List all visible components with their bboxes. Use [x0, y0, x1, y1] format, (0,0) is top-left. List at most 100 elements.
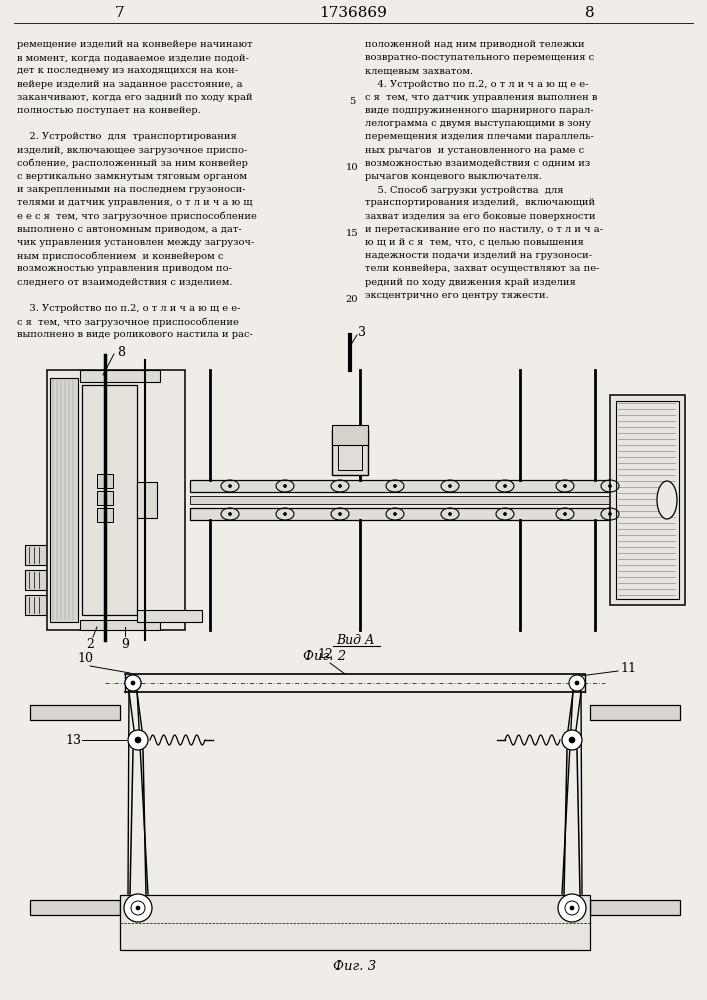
Text: 13: 13 — [65, 734, 81, 746]
Text: 1736869: 1736869 — [319, 6, 387, 20]
Text: 3. Устройство по п.2, о т л и ч а ю щ е е-: 3. Устройство по п.2, о т л и ч а ю щ е … — [17, 304, 240, 313]
Circle shape — [558, 894, 586, 922]
Text: 12: 12 — [317, 648, 333, 661]
Bar — [25, 545, 47, 565]
Circle shape — [339, 485, 341, 488]
Text: ю щ и й с я  тем, что, с целью повышения: ю щ и й с я тем, что, с целью повышения — [365, 238, 584, 247]
Text: 8: 8 — [585, 6, 595, 20]
Text: 7: 7 — [115, 6, 125, 20]
Circle shape — [394, 512, 397, 516]
Text: 9: 9 — [121, 638, 129, 651]
Text: телями и датчик управления, о т л и ч а ю щ: телями и датчик управления, о т л и ч а … — [17, 198, 252, 207]
Text: возможностью взаимодействия с одним из: возможностью взаимодействия с одним из — [365, 159, 590, 168]
Text: 20: 20 — [346, 295, 358, 304]
Text: е е с я  тем, что загрузочное приспособление: е е с я тем, что загрузочное приспособле… — [17, 212, 257, 221]
Text: заканчивают, когда его задний по ходу край: заканчивают, когда его задний по ходу кр… — [17, 93, 252, 102]
Text: ным приспособлением  и конвейером с: ным приспособлением и конвейером с — [17, 251, 223, 261]
Bar — [332, 425, 368, 445]
Bar — [80, 370, 160, 382]
Circle shape — [228, 512, 231, 516]
Circle shape — [562, 730, 582, 750]
Text: выполнено в виде роликового настила и рас-: выполнено в виде роликового настила и ра… — [17, 330, 253, 339]
Text: лелограмма с двумя выступающими в зону: лелограмма с двумя выступающими в зону — [365, 119, 591, 128]
Bar — [616, 401, 679, 599]
Circle shape — [339, 512, 341, 516]
Text: с я  тем, что датчик управления выполнен в: с я тем, что датчик управления выполнен … — [365, 93, 597, 102]
Circle shape — [503, 485, 506, 488]
Text: надежности подачи изделий на грузоноси-: надежности подачи изделий на грузоноси- — [365, 251, 592, 260]
Text: ных рычагов  и установленного на раме с: ных рычагов и установленного на раме с — [365, 146, 584, 155]
Text: полностью поступает на конвейер.: полностью поступает на конвейер. — [17, 106, 201, 115]
Circle shape — [131, 901, 145, 915]
Circle shape — [128, 730, 148, 750]
Bar — [190, 496, 640, 504]
Bar — [47, 370, 185, 630]
Text: виде подпружиненного шарнирного парал-: виде подпружиненного шарнирного парал- — [365, 106, 594, 115]
Text: 8: 8 — [117, 346, 125, 359]
Circle shape — [503, 512, 506, 516]
Text: тели конвейера, захват осуществляют за пе-: тели конвейера, захват осуществляют за п… — [365, 264, 600, 273]
Circle shape — [228, 485, 231, 488]
Text: 10: 10 — [77, 652, 93, 665]
Circle shape — [563, 485, 566, 488]
Circle shape — [125, 675, 141, 691]
Bar — [137, 482, 157, 518]
Bar — [137, 610, 202, 622]
Bar — [190, 508, 640, 520]
Text: Вид А: Вид А — [336, 634, 374, 647]
Bar — [590, 705, 680, 720]
Bar — [120, 895, 590, 950]
Bar — [338, 435, 362, 470]
Text: выполнено с автономным приводом, а дат-: выполнено с автономным приводом, а дат- — [17, 225, 242, 234]
Text: Фиг. 2: Фиг. 2 — [303, 650, 346, 663]
Text: 15: 15 — [346, 229, 358, 238]
Text: собление, расположенный за ним конвейер: собление, расположенный за ним конвейер — [17, 159, 248, 168]
Circle shape — [136, 906, 140, 910]
Circle shape — [448, 512, 452, 516]
Circle shape — [394, 485, 397, 488]
Circle shape — [570, 906, 574, 910]
Text: захват изделия за его боковые поверхности: захват изделия за его боковые поверхност… — [365, 212, 595, 221]
Bar — [190, 480, 640, 492]
Circle shape — [609, 485, 612, 488]
Bar — [25, 595, 47, 615]
Text: 10: 10 — [346, 163, 358, 172]
Text: изделий, включающее загрузочное приспо-: изделий, включающее загрузочное приспо- — [17, 146, 247, 155]
Circle shape — [563, 512, 566, 516]
Bar — [80, 620, 160, 630]
Text: и перетаскивание его по настилу, о т л и ч а-: и перетаскивание его по настилу, о т л и… — [365, 225, 603, 234]
Circle shape — [284, 485, 286, 488]
Text: 2. Устройство  для  транспортирования: 2. Устройство для транспортирования — [17, 132, 237, 141]
Text: 3: 3 — [358, 326, 366, 340]
Circle shape — [575, 681, 579, 685]
Bar — [610, 395, 685, 605]
Text: возвратно-поступательного перемещения с: возвратно-поступательного перемещения с — [365, 53, 594, 62]
Text: чик управления установлен между загрузоч-: чик управления установлен между загрузоч… — [17, 238, 255, 247]
Bar — [97, 508, 113, 522]
Text: 5. Способ загрузки устройства  для: 5. Способ загрузки устройства для — [365, 185, 563, 195]
Circle shape — [448, 485, 452, 488]
Circle shape — [609, 512, 612, 516]
Bar — [97, 474, 113, 488]
Bar — [97, 491, 113, 505]
Text: следнего от взаимодействия с изделием.: следнего от взаимодействия с изделием. — [17, 278, 233, 287]
Text: 2: 2 — [86, 638, 94, 651]
Circle shape — [131, 681, 135, 685]
Text: положенной над ним приводной тележки: положенной над ним приводной тележки — [365, 40, 585, 49]
Bar — [590, 900, 680, 915]
Bar — [25, 570, 47, 590]
Text: в момент, когда подаваемое изделие подой-: в момент, когда подаваемое изделие подой… — [17, 53, 249, 62]
Text: транспортирования изделий,  включающий: транспортирования изделий, включающий — [365, 198, 595, 207]
Bar — [332, 430, 368, 475]
Text: клещевым захватом.: клещевым захватом. — [365, 66, 473, 75]
Bar — [82, 385, 137, 615]
Text: 5: 5 — [349, 97, 355, 106]
Text: с я  тем, что загрузочное приспособление: с я тем, что загрузочное приспособление — [17, 317, 239, 327]
Text: редний по ходу движения край изделия: редний по ходу движения край изделия — [365, 278, 575, 287]
Text: с вертикально замкнутым тяговым органом: с вертикально замкнутым тяговым органом — [17, 172, 247, 181]
Bar — [30, 900, 120, 915]
Circle shape — [125, 675, 141, 691]
Circle shape — [124, 894, 152, 922]
Text: эксцентрично его центру тяжести.: эксцентрично его центру тяжести. — [365, 291, 549, 300]
Text: и закрепленными на последнем грузоноси-: и закрепленными на последнем грузоноси- — [17, 185, 245, 194]
